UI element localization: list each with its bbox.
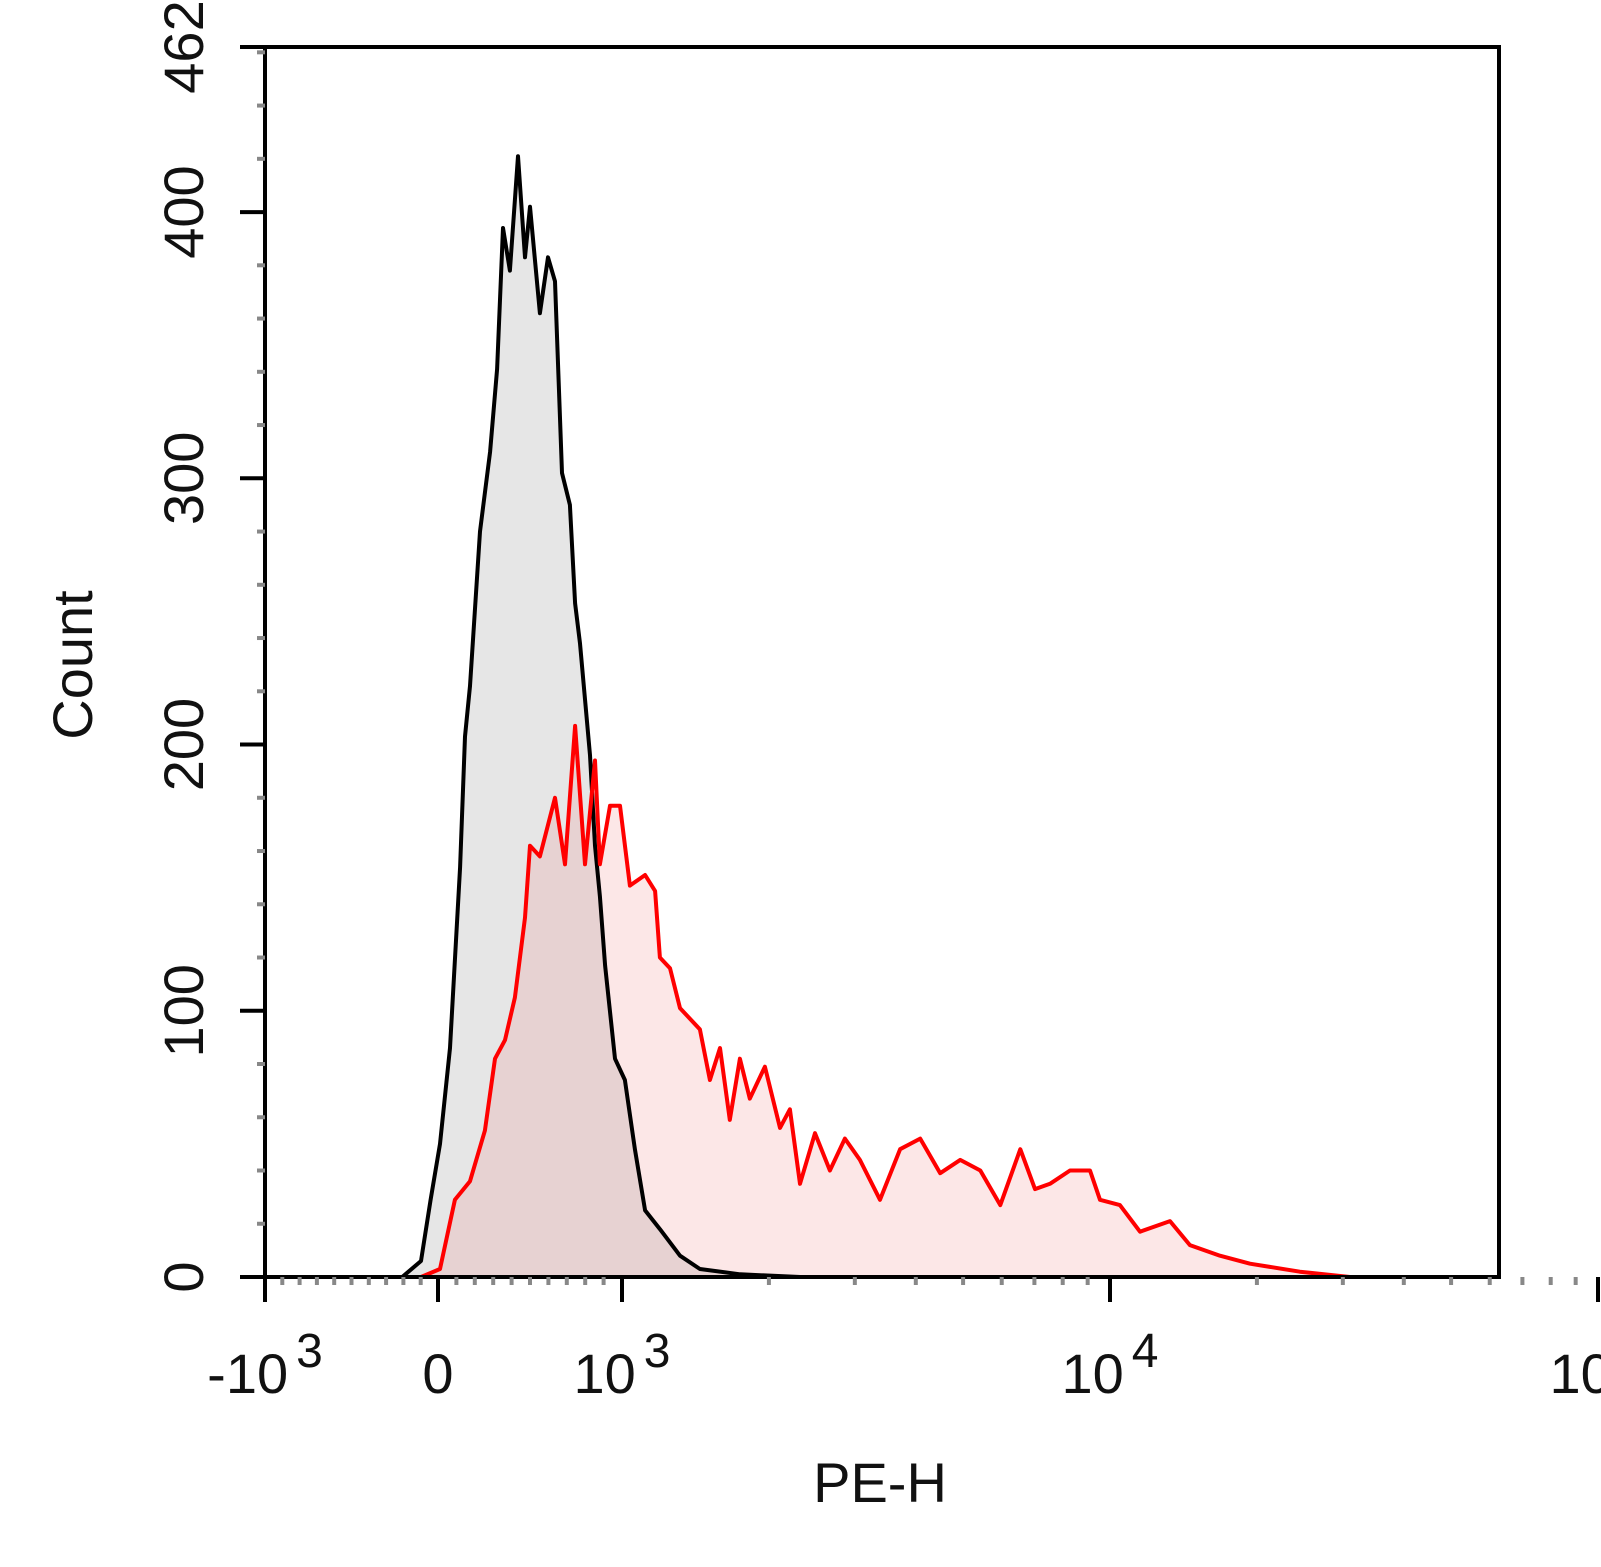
plot-frame: [263, 45, 1501, 1279]
x-tick-label: -10 3: [207, 1325, 323, 1405]
y-tick-label: 0: [152, 1261, 215, 1292]
y-tick-label: 100: [152, 964, 215, 1057]
x-axis: -103 0 103 104 105: [207, 1277, 1601, 1405]
y-axis-title: Count: [41, 590, 104, 740]
x-tick-label: 0: [422, 1342, 453, 1405]
stained-fill: [421, 725, 1350, 1277]
y-axis: 0 100 200 300 400 462: [152, 0, 265, 1293]
y-tick-label: 300: [152, 432, 215, 525]
x-axis-title: PE-H: [813, 1451, 947, 1514]
x-tick-label: 10 3: [574, 1325, 671, 1405]
histogram-fills: [402, 156, 1350, 1278]
x-tick-label: 10 4: [1062, 1325, 1159, 1405]
histogram-lines: [400, 154, 1351, 1279]
x-tick-label: 105: [1550, 1325, 1601, 1405]
stained-line: [420, 723, 1351, 1279]
y-tick-label: 200: [152, 698, 215, 791]
control-fill: [402, 156, 801, 1278]
control-line: [400, 154, 801, 1279]
y-tick-label: 462: [152, 0, 215, 93]
y-tick-label: 400: [152, 165, 215, 258]
